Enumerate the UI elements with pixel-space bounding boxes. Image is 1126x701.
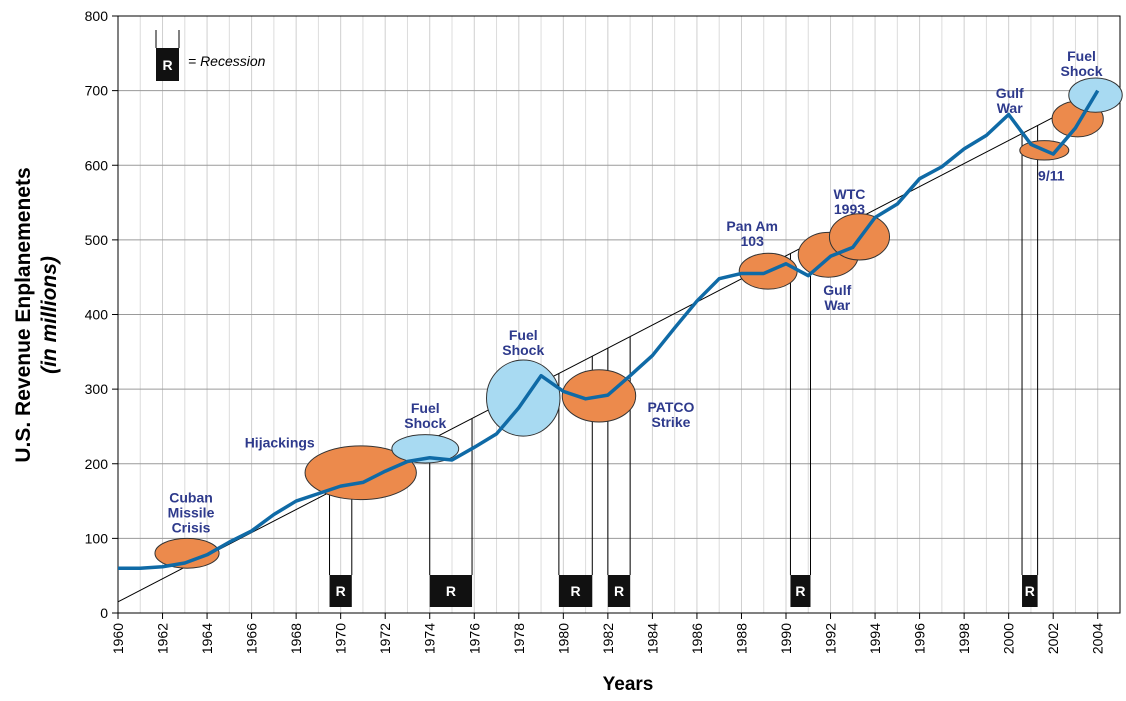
event-label: Fuel bbox=[509, 327, 538, 343]
event-label: War bbox=[824, 297, 850, 313]
y-tick-label: 0 bbox=[100, 605, 108, 621]
event-label: Fuel bbox=[1067, 48, 1096, 64]
recession-box bbox=[558, 575, 593, 607]
recession-label: R bbox=[336, 583, 346, 599]
x-tick-label: 2004 bbox=[1090, 623, 1106, 654]
event-ellipse bbox=[304, 445, 417, 501]
y-tick-label: 100 bbox=[85, 530, 109, 546]
y-tick-label: 300 bbox=[85, 381, 109, 397]
y-axis-sublabel: (in millions) bbox=[38, 256, 61, 374]
y-tick-label: 400 bbox=[85, 307, 109, 323]
event-label: PATCO bbox=[647, 399, 694, 415]
legend-symbol: R bbox=[162, 57, 172, 73]
x-axis-label: Years bbox=[603, 674, 654, 695]
legend-box bbox=[156, 48, 179, 81]
y-tick-label: 800 bbox=[85, 8, 109, 24]
y-tick-label: 200 bbox=[85, 456, 109, 472]
event-label: Pan Am bbox=[726, 218, 778, 234]
recession-label: R bbox=[614, 583, 624, 599]
recession-box bbox=[429, 575, 473, 607]
x-tick-label: 1998 bbox=[956, 623, 972, 654]
recession-box bbox=[1022, 575, 1038, 607]
event-label: Hijackings bbox=[245, 435, 315, 451]
recession-box bbox=[329, 575, 352, 607]
recession-label: R bbox=[795, 583, 805, 599]
recession-label: R bbox=[446, 583, 456, 599]
x-tick-label: 1982 bbox=[600, 623, 616, 654]
event-label: Shock bbox=[1060, 63, 1102, 79]
x-tick-label: 1978 bbox=[511, 623, 527, 654]
x-tick-label: 1974 bbox=[422, 623, 438, 654]
event-ellipse bbox=[391, 434, 460, 464]
recession-label: R bbox=[1025, 583, 1035, 599]
event-label: WTC bbox=[834, 186, 866, 202]
x-tick-label: 1984 bbox=[644, 623, 660, 654]
x-tick-label: 1976 bbox=[466, 623, 482, 654]
x-tick-label: 1962 bbox=[155, 623, 171, 654]
event-label: Gulf bbox=[823, 282, 851, 298]
event-label: War bbox=[997, 100, 1023, 116]
x-tick-label: 1992 bbox=[823, 623, 839, 654]
x-tick-label: 1988 bbox=[733, 623, 749, 654]
data-line bbox=[118, 89, 1100, 570]
event-ellipse bbox=[154, 537, 220, 569]
x-tick-label: 2002 bbox=[1045, 623, 1061, 654]
x-tick-label: 1990 bbox=[778, 623, 794, 654]
event-label: Shock bbox=[502, 342, 544, 358]
legend-text: = Recession bbox=[188, 53, 266, 69]
x-tick-label: 1980 bbox=[555, 623, 571, 654]
x-tick-label: 1986 bbox=[689, 623, 705, 654]
x-tick-label: 1994 bbox=[867, 623, 883, 654]
event-label: Shock bbox=[404, 415, 446, 431]
y-axis-label: U.S. Revenue Enplanemenets bbox=[12, 167, 35, 462]
event-label: Crisis bbox=[172, 519, 211, 535]
x-tick-label: 2000 bbox=[1001, 623, 1017, 654]
y-tick-label: 700 bbox=[85, 83, 109, 99]
event-label: 1993 bbox=[834, 201, 865, 217]
recession-box bbox=[790, 575, 811, 607]
y-tick-label: 600 bbox=[85, 157, 109, 173]
event-ellipse bbox=[486, 359, 561, 437]
x-tick-label: 1968 bbox=[288, 623, 304, 654]
x-tick-label: 1970 bbox=[333, 623, 349, 654]
y-tick-label: 500 bbox=[85, 232, 109, 248]
x-tick-label: 1966 bbox=[244, 623, 260, 654]
x-tick-label: 1972 bbox=[377, 623, 393, 654]
event-label: Gulf bbox=[996, 85, 1024, 101]
x-tick-label: 1960 bbox=[110, 623, 126, 654]
recession-label: R bbox=[571, 583, 581, 599]
event-label: 103 bbox=[741, 233, 765, 249]
x-tick-label: 1964 bbox=[199, 623, 215, 654]
recession-box bbox=[607, 575, 631, 607]
event-label: 9/11 bbox=[1038, 167, 1065, 183]
trend-line bbox=[117, 93, 1098, 603]
event-label: Strike bbox=[651, 414, 690, 430]
x-tick-label: 1996 bbox=[912, 623, 928, 654]
event-label: Missile bbox=[168, 504, 215, 520]
event-label: Fuel bbox=[411, 400, 440, 416]
event-label: Cuban bbox=[169, 489, 213, 505]
